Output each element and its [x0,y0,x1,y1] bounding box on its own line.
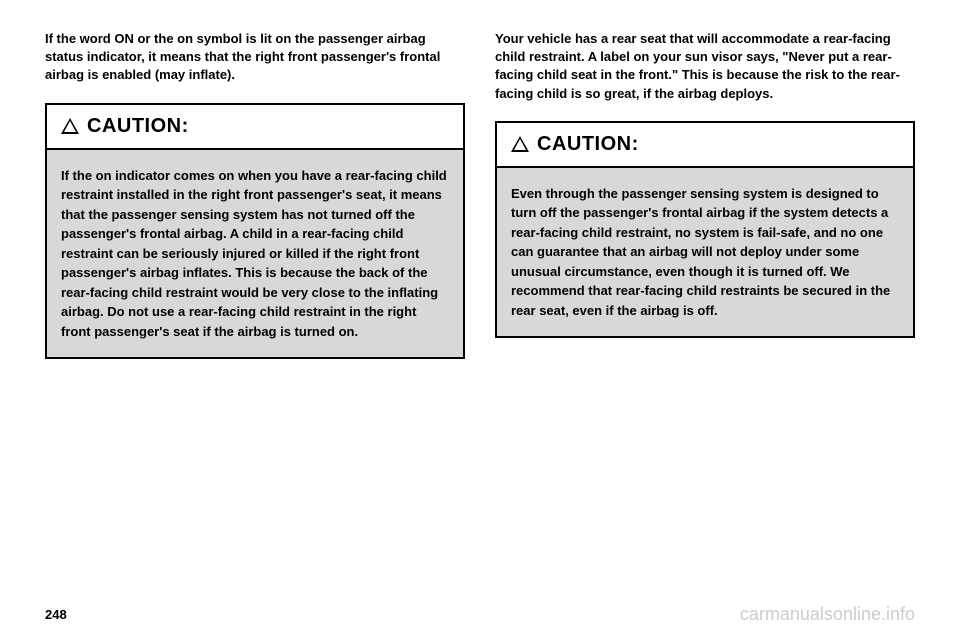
caution-header: CAUTION: [47,105,463,150]
warning-triangle-icon [511,136,529,152]
right-column: Your vehicle has a rear seat that will a… [495,30,915,580]
right-caution-box: CAUTION: Even through the passenger sens… [495,121,915,339]
caution-label: CAUTION: [537,133,639,156]
left-intro-text: If the word ON or the on symbol is lit o… [45,30,465,85]
left-caution-box: CAUTION: If the on indicator comes on wh… [45,103,465,360]
caution-body-text: If the on indicator comes on when you ha… [47,150,463,358]
caution-label: CAUTION: [87,115,189,138]
warning-triangle-icon [61,118,79,134]
watermark-text: carmanualsonline.info [740,604,915,625]
caution-body-text: Even through the passenger sensing syste… [497,168,913,337]
left-column: If the word ON or the on symbol is lit o… [45,30,465,580]
caution-header: CAUTION: [497,123,913,168]
right-intro-text: Your vehicle has a rear seat that will a… [495,30,915,103]
page-number: 248 [45,607,67,622]
page-content: If the word ON or the on symbol is lit o… [45,30,915,580]
page-footer: 248 carmanualsonline.info [45,604,915,625]
